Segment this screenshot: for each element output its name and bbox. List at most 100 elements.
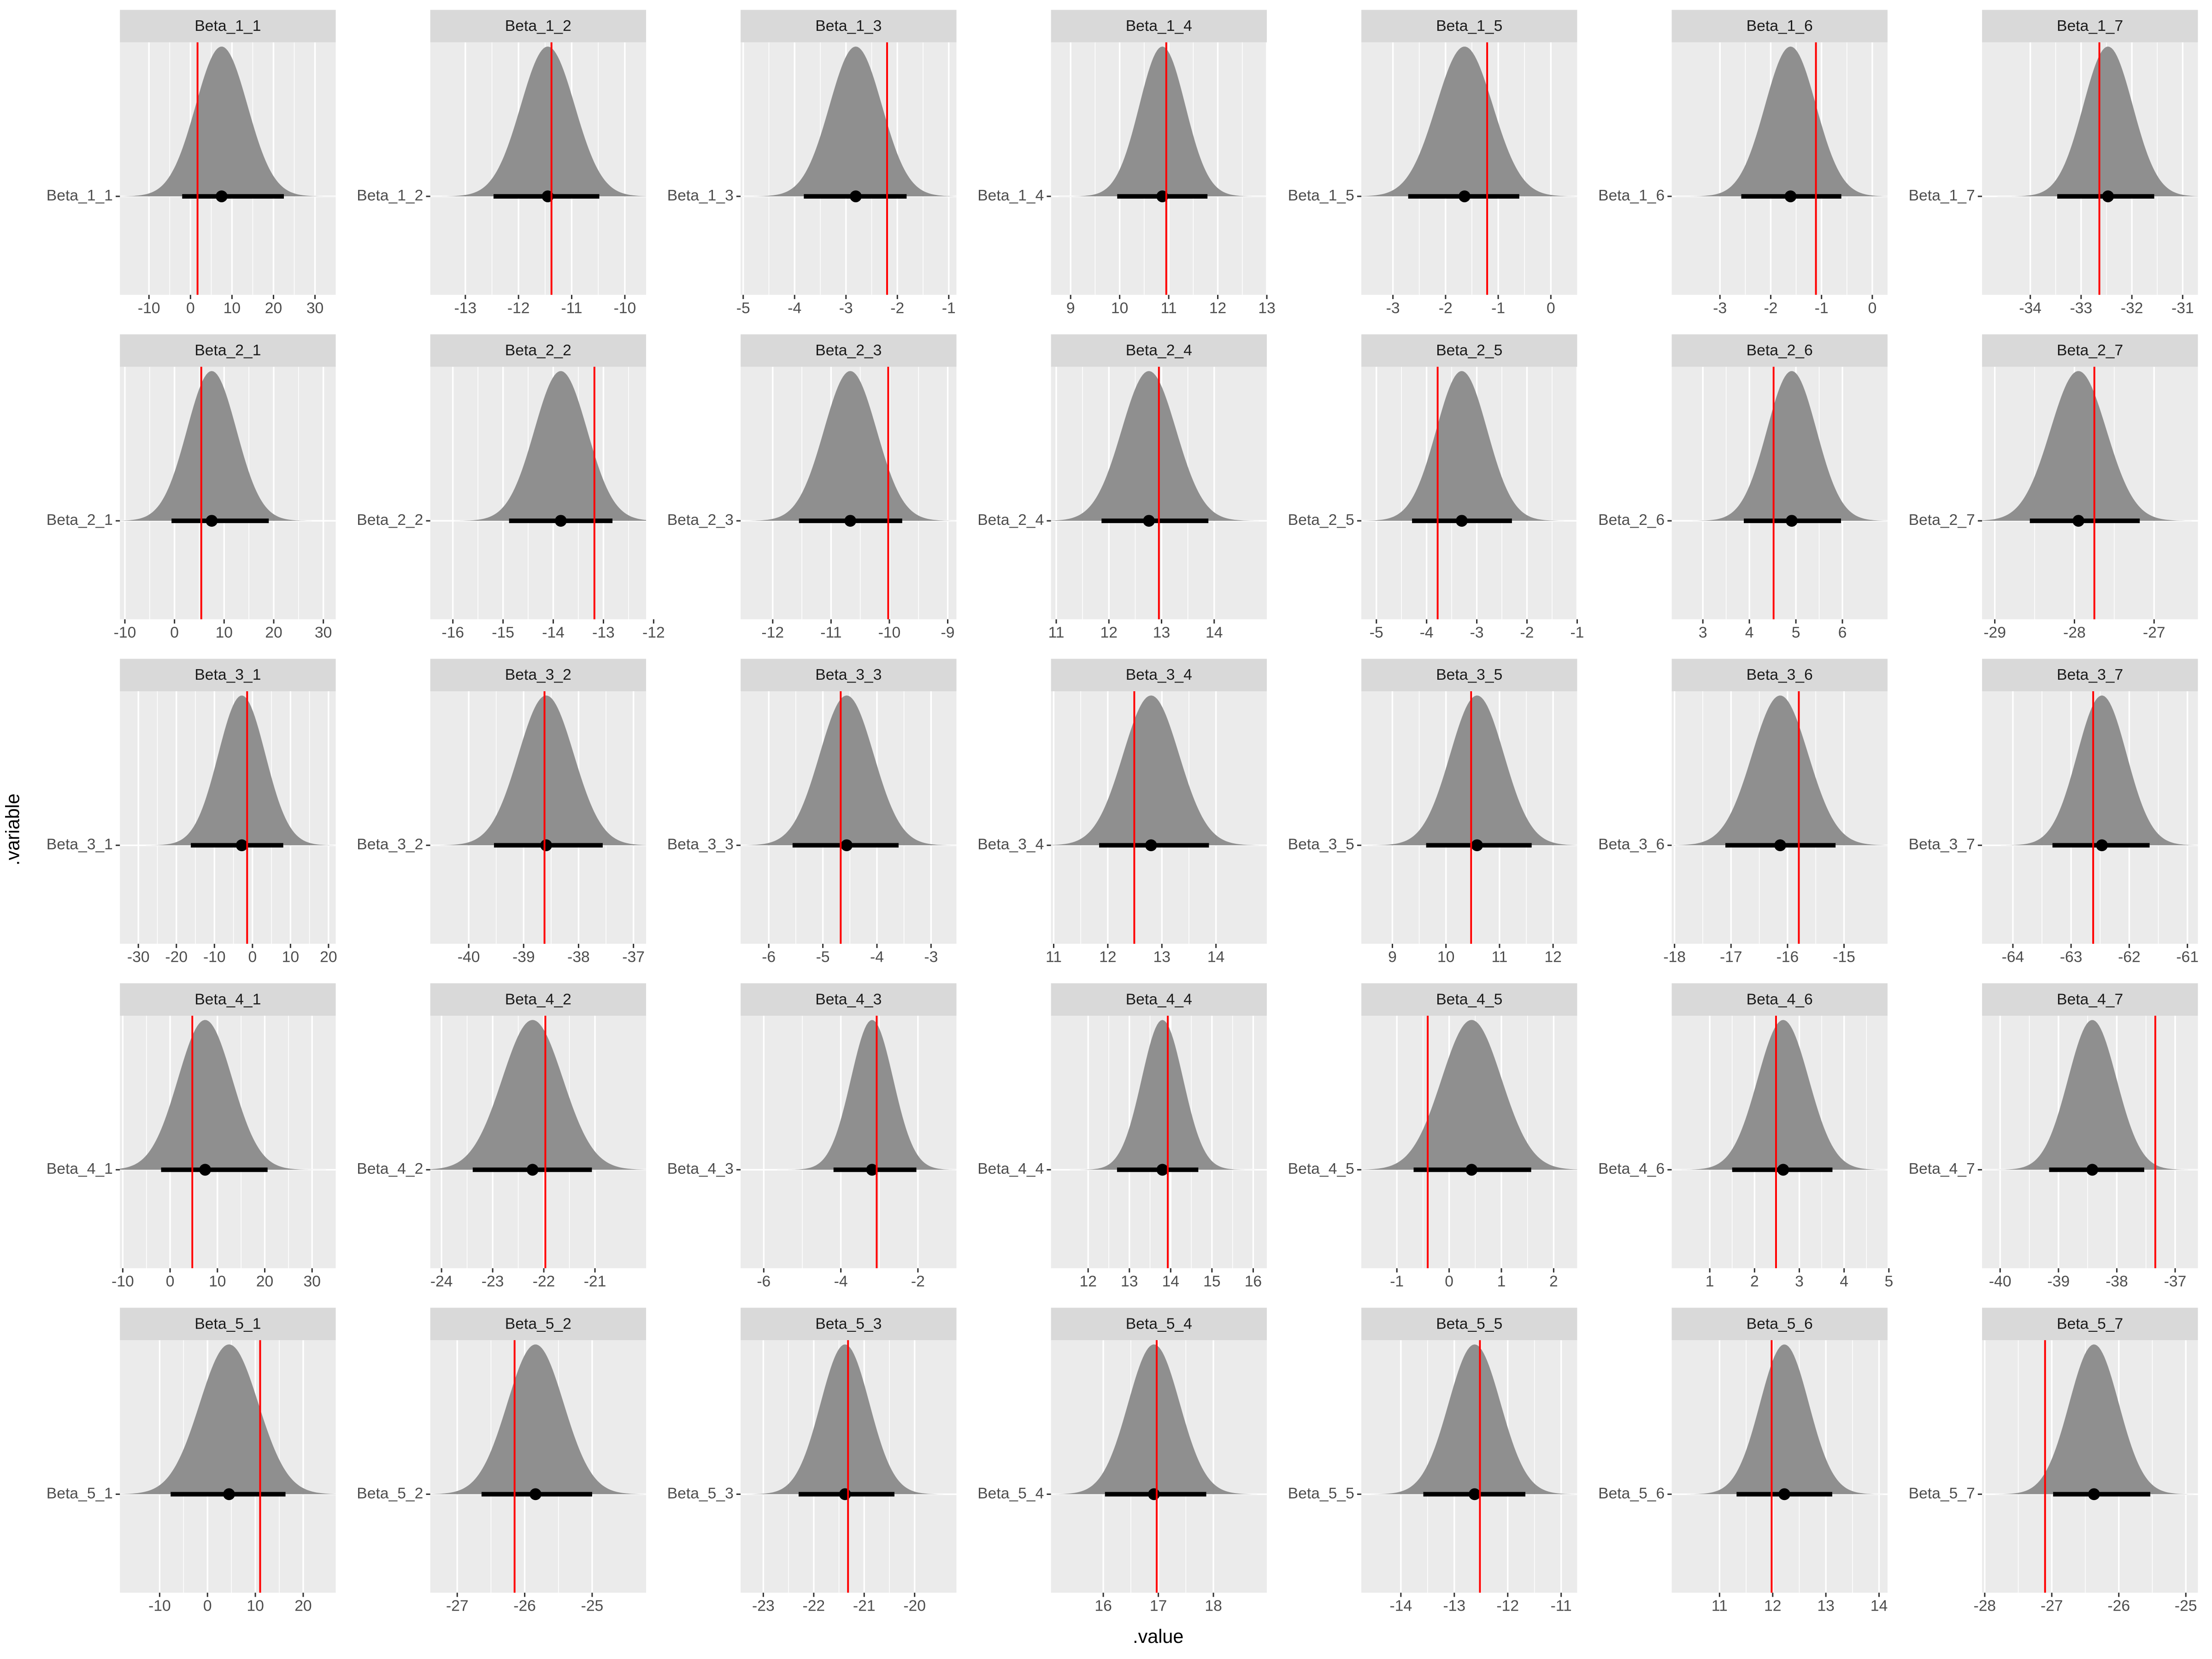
y-tick-label: Beta_2_7 — [1909, 512, 1975, 529]
x-tick-label: -25 — [2175, 1598, 2197, 1615]
strip — [1051, 659, 1267, 691]
panel: -6 -5 -4 -3 Beta_3_3 Beta_3_3 — [667, 659, 957, 965]
x-tick-label: -10 — [203, 948, 226, 965]
x-tick-label: 13 — [1153, 948, 1171, 965]
x-tick-label: 12 — [1099, 948, 1116, 965]
x-tick-label: -4 — [870, 948, 884, 965]
panel: -29 -28 -27 Beta_2_7 Beta_2_7 — [1909, 334, 2198, 641]
density — [120, 695, 336, 846]
density — [1051, 695, 1267, 846]
x-tick-label: -62 — [2118, 948, 2141, 965]
strip — [1982, 1307, 2198, 1341]
x-tick-label: 20 — [256, 1273, 273, 1290]
x-tick-label: -2 — [1439, 300, 1453, 317]
x-tick-label: -38 — [2106, 1273, 2128, 1290]
x-tick-label: 4 — [1745, 624, 1754, 641]
panel: -12 -11 -10 -9 Beta_2_3 Beta_2_3 — [667, 334, 957, 641]
strip-text: Beta_1_5 — [1436, 18, 1502, 35]
x-tick-label: -13 — [592, 624, 615, 641]
density — [1982, 1020, 2198, 1170]
panel: -24 -23 -22 -21 Beta_4_2 Beta_4_2 — [357, 983, 647, 1290]
x-tick-label: -22 — [533, 1273, 555, 1290]
x-tick-label: -17 — [1720, 948, 1742, 965]
panel: 11 12 13 14 Beta_2_4 Beta_2_4 — [977, 334, 1267, 641]
panel: -64 -63 -62 -61 Beta_3_7 Beta_3_7 — [1909, 659, 2199, 965]
y-tick-label: Beta_5_3 — [667, 1485, 734, 1502]
y-tick-label: Beta_5_1 — [47, 1485, 113, 1502]
y-tick-label: Beta_5_4 — [977, 1485, 1044, 1502]
panel: -3 -2 -1 0 Beta_1_5 Beta_1_5 — [1288, 10, 1577, 317]
x-tick-label: 11 — [1048, 624, 1065, 641]
strip — [120, 334, 336, 367]
strip — [741, 1307, 957, 1341]
y-tick-label: Beta_5_5 — [1288, 1485, 1354, 1502]
x-tick-label: -12 — [761, 624, 784, 641]
strip — [1671, 10, 1888, 42]
x-tick-label: 0 — [248, 948, 257, 965]
strip-text: Beta_3_4 — [1126, 666, 1192, 683]
strip-text: Beta_3_5 — [1436, 666, 1502, 683]
density — [1051, 1020, 1267, 1170]
x-tick-label: 11 — [1712, 1598, 1728, 1615]
strip — [1361, 334, 1577, 367]
strip-text: Beta_4_4 — [1126, 991, 1192, 1008]
x-tick-label: -10 — [614, 300, 636, 317]
median-point — [2088, 1488, 2100, 1500]
strip-text: Beta_4_1 — [194, 991, 261, 1008]
panel: -10 0 10 20 30 Beta_1_1 Beta_1_1 — [47, 10, 336, 317]
x-tick-label: -3 — [839, 300, 853, 317]
x-tick-label: -1 — [942, 300, 956, 317]
strip — [1982, 983, 2198, 1016]
x-tick-label: -25 — [581, 1598, 604, 1615]
strip-text: Beta_5_1 — [194, 1315, 261, 1332]
density — [1361, 695, 1577, 846]
x-tick-label: 9 — [1066, 300, 1075, 317]
y-tick-label: Beta_4_5 — [1288, 1160, 1354, 1177]
panel: -1 0 1 2 Beta_4_5 Beta_4_5 — [1288, 983, 1577, 1290]
x-tick-label: -11 — [561, 300, 582, 317]
strip-text: Beta_3_7 — [2057, 666, 2123, 683]
y-axis-title: .variable — [2, 794, 24, 865]
x-tick-label: -63 — [2060, 948, 2083, 965]
strip-text: Beta_5_4 — [1126, 1315, 1192, 1332]
x-tick-label: -4 — [834, 1273, 848, 1290]
panel: -34 -33 -32 -31 Beta_1_7 Beta_1_7 — [1909, 10, 2198, 317]
median-point — [1156, 1164, 1169, 1176]
x-tick-label: -10 — [138, 300, 160, 317]
x-tick-label: -12 — [642, 624, 665, 641]
strip — [1051, 334, 1267, 367]
x-tick-label: 12 — [1079, 1273, 1096, 1290]
strip — [120, 659, 336, 691]
x-tick-label: 10 — [247, 1598, 264, 1615]
strip — [120, 10, 336, 42]
panel: -10 0 10 20 Beta_5_1 Beta_5_1 — [47, 1307, 336, 1615]
y-tick-label: Beta_2_6 — [1598, 512, 1665, 529]
x-tick-label: -11 — [1551, 1598, 1572, 1615]
x-tick-label: -12 — [507, 300, 530, 317]
panel: -40 -39 -38 -37 Beta_4_7 Beta_4_7 — [1909, 983, 2198, 1290]
panel: 12 13 14 15 16 Beta_4_4 Beta_4_4 — [977, 983, 1267, 1290]
strip — [430, 1307, 647, 1341]
x-tick-label: 2 — [1549, 1273, 1558, 1290]
panel: 11 12 13 14 Beta_3_4 Beta_3_4 — [977, 659, 1267, 965]
x-tick-label: 0 — [203, 1598, 212, 1615]
strip — [1982, 334, 2198, 367]
strip — [1051, 983, 1267, 1016]
y-tick-label: Beta_3_6 — [1598, 836, 1665, 853]
x-tick-label: 4 — [1840, 1273, 1848, 1290]
strip-text: Beta_3_1 — [194, 666, 261, 683]
median-point — [2102, 190, 2114, 202]
density — [1361, 1020, 1577, 1170]
x-tick-label: -23 — [752, 1598, 775, 1615]
x-tick-label: -1 — [1570, 624, 1584, 641]
y-tick-label: Beta_3_3 — [667, 836, 734, 853]
y-tick-label: Beta_2_1 — [47, 512, 113, 529]
x-tick-label: 5 — [1792, 624, 1800, 641]
density — [430, 371, 647, 521]
density — [430, 1344, 647, 1494]
median-point — [2096, 839, 2108, 852]
x-axis-title: .value — [1133, 1626, 1183, 1647]
median-point — [2086, 1164, 2099, 1176]
median-point — [850, 190, 862, 202]
x-tick-label: 0 — [170, 624, 179, 641]
